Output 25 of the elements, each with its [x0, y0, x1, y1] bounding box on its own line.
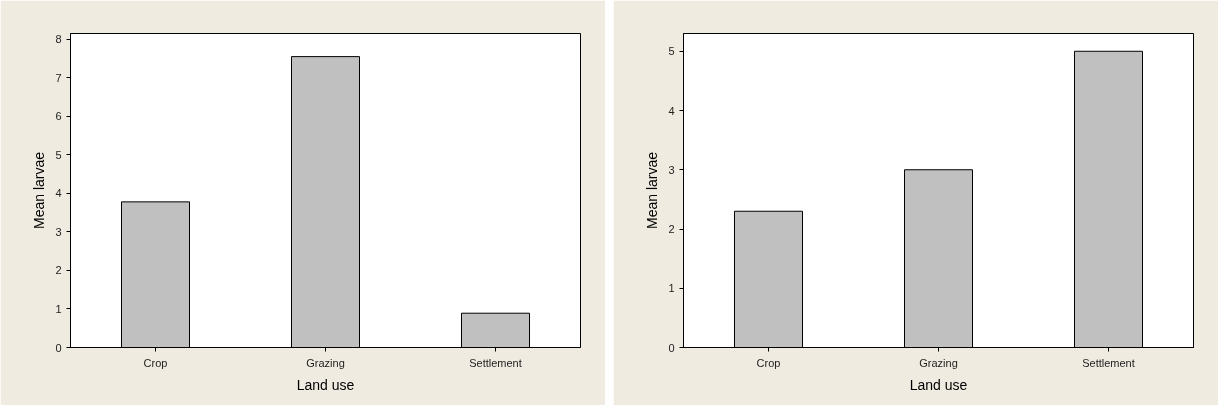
y-tick-label: 4 [668, 104, 675, 117]
x-tick-label: Grazing [306, 356, 345, 369]
x-tick-label: Crop [756, 356, 781, 369]
y-tick-label: 0 [668, 341, 675, 354]
x-axis-title: Land use [909, 376, 968, 393]
y-tick-label: 3 [668, 163, 675, 176]
x-tick-label: Settlement [1082, 356, 1135, 369]
y-axis-title: Mean larvae [644, 151, 661, 230]
y-tick-label: 7 [55, 71, 62, 84]
y-tick-label: 5 [55, 148, 62, 161]
y-tick-label: 1 [55, 302, 62, 315]
y-tick-label: 2 [668, 223, 675, 236]
y-tick-label: 0 [55, 341, 62, 354]
y-tick-label: 1 [668, 282, 675, 295]
x-tick-label: Settlement [469, 356, 522, 369]
x-axis-title: Land use [296, 376, 355, 393]
y-tick-label: 4 [55, 187, 62, 200]
y-tick-label: 2 [55, 264, 62, 277]
y-tick-label: 3 [55, 225, 62, 238]
y-tick-label: 5 [668, 45, 675, 58]
y-axis-title: Mean larvae [31, 151, 48, 230]
y-tick-label: 6 [55, 110, 62, 123]
x-tick-label: Grazing [919, 356, 958, 369]
y-tick-label: 8 [55, 33, 62, 46]
x-tick-label: Crop [143, 356, 168, 369]
